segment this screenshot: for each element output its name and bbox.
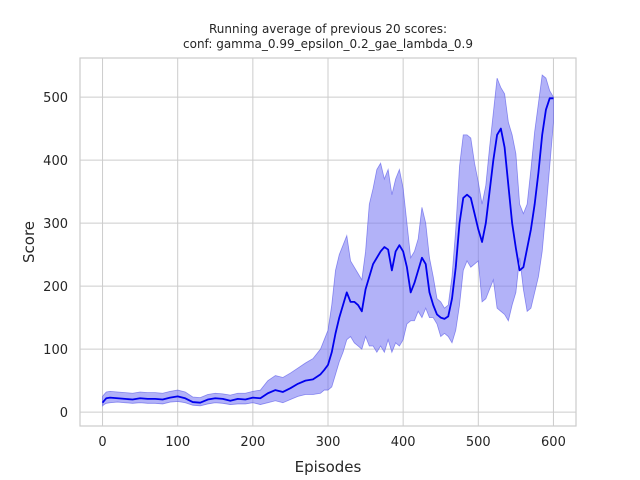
chart-title: Running average of previous 20 scores: [209, 22, 447, 36]
score-confidence-band [102, 74, 554, 407]
y-tick-label: 500 [43, 91, 68, 106]
y-tick-label: 200 [43, 280, 68, 295]
running-average-line [101, 97, 554, 404]
plot-frame [79, 57, 577, 427]
y-tick-label: 100 [43, 343, 68, 358]
y-tick-label: 0 [60, 406, 68, 421]
x-tick-label: 600 [541, 435, 566, 450]
chart-subtitle: conf: gamma_0.99_epsilon_0.2_gae_lambda_… [183, 37, 473, 51]
y-tick-labels: 0 100 200 300 400 500 [43, 91, 68, 421]
x-tick-label: 200 [240, 435, 265, 450]
y-tick-label: 300 [43, 217, 68, 232]
x-tick-labels: 0 100 200 300 400 500 600 [98, 435, 565, 450]
x-axis-label: Episodes [295, 458, 362, 476]
x-tick-label: 100 [165, 435, 190, 450]
x-tick-label: 400 [391, 435, 416, 450]
x-tick-label: 0 [98, 435, 106, 450]
y-axis-label: Score [20, 221, 38, 263]
x-tick-label: 300 [316, 435, 341, 450]
x-tick-label: 500 [466, 435, 491, 450]
y-tick-label: 400 [43, 154, 68, 169]
